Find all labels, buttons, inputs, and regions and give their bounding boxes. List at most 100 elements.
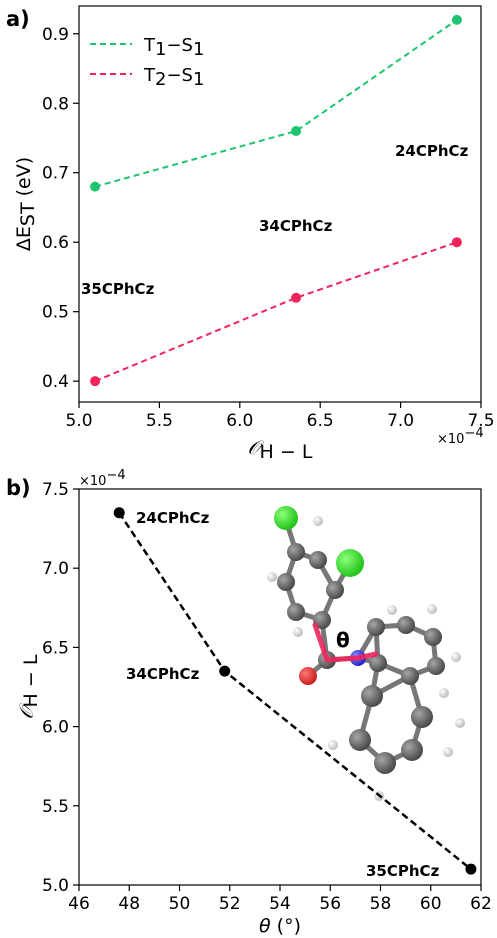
carbon-atom [287, 603, 305, 621]
hydrogen-atom [267, 572, 277, 582]
x-tick-label: 54 [269, 894, 291, 914]
theta-angle-label: θ [336, 628, 350, 652]
hydrogen-atom [427, 604, 437, 614]
x-tick-label: 58 [370, 894, 392, 914]
panel-b-axes-frame [78, 488, 482, 886]
series-line-t2-s1 [94, 241, 458, 383]
x-tick-label: 46 [68, 894, 90, 914]
chlorine-atom [274, 506, 298, 530]
hydrogen-atom [387, 605, 397, 615]
data-point-t1-s1 [291, 126, 302, 137]
carbon-atom [287, 543, 305, 561]
molecule-atoms [267, 506, 465, 801]
y-tick-label: 7.5 [42, 480, 69, 500]
x-tick-label: 6.5 [307, 411, 334, 431]
hydrogen-atom [439, 688, 449, 698]
carbon-atom [374, 752, 396, 774]
hydrogen-atom [455, 718, 465, 728]
legend-label-t2-s1: T2−S1 [143, 65, 204, 90]
annotation-35cphcz: 35CPhCz [366, 862, 440, 880]
carbon-atom [326, 581, 344, 599]
carbon-atom [424, 628, 442, 646]
carbon-atom [361, 685, 383, 707]
data-point-t1-s1 [451, 14, 462, 25]
hydrogen-atom [443, 747, 453, 757]
y-tick-label: 6.0 [42, 718, 69, 738]
carbon-atom [367, 618, 385, 636]
y-tick-label: 0.5 [42, 303, 69, 323]
carbon-atom [401, 739, 423, 761]
y-tick-label: 5.5 [42, 797, 69, 817]
panel-a-y-axis-label: ΔEST (eV) [13, 157, 39, 251]
carbon-atom [349, 729, 371, 751]
carbon-atom [401, 667, 419, 685]
y-tick-label: 5.0 [42, 876, 69, 896]
annotation-24cphcz: 24CPhCz [395, 142, 469, 160]
series-line-theta-vs-overlap [118, 512, 472, 871]
panel-b-y-ticks: 5.0 5.5 6.0 6.5 7.0 7.5 [42, 480, 79, 896]
theta-dihedral-path [312, 622, 379, 663]
x-tick-label: 7.0 [387, 411, 414, 431]
hydrogen-atom [293, 627, 303, 637]
x-tick-label: 62 [470, 894, 492, 914]
carbon-atom [309, 551, 327, 569]
x-tick-label: 48 [118, 894, 140, 914]
panel-a-x-ticks: 5.0 5.5 6.0 6.5 7.0 7.5 [65, 402, 495, 431]
data-point-t2-s1 [451, 237, 462, 248]
panel-b: b) ×10−4 [6, 468, 492, 937]
x-tick-label: 5.0 [65, 411, 92, 431]
hydrogen-atom [451, 652, 461, 662]
x-tick-label: 52 [219, 894, 241, 914]
x-tick-label: 56 [319, 894, 341, 914]
x-tick-label: 60 [420, 894, 442, 914]
panel-a-y-ticks: 0.4 0.5 0.6 0.7 0.8 0.9 [42, 25, 79, 392]
y-tick-label: 7.0 [42, 559, 69, 579]
carbon-atom [397, 616, 415, 634]
panel-b-x-ticks: 46 48 50 52 54 56 58 60 62 [68, 885, 492, 914]
data-point-t1-s1 [90, 181, 101, 192]
panel-b-x-axis-label: θ (°) [259, 915, 301, 937]
y-tick-label: 0.8 [42, 94, 69, 114]
molecule-inset: θ [267, 506, 465, 801]
panel-a-plot-area [90, 14, 462, 387]
oxygen-atom [299, 667, 317, 685]
data-point-34cphcz [219, 665, 231, 677]
y-tick-label: 6.5 [42, 638, 69, 658]
annotation-35cphcz: 35CPhCz [81, 280, 155, 298]
legend-label-t1-s1: T1−S1 [143, 35, 204, 60]
panel-a: a) 5.0 5.5 6.0 6.5 7.0 7.5 0.4 0.5 0.6 0.7 0.8 0.9… [6, 5, 495, 463]
chlorine-atom [336, 549, 364, 577]
data-point-24cphcz [113, 507, 125, 519]
carbon-atom [313, 611, 331, 629]
annotation-34cphcz: 34CPhCz [259, 217, 333, 235]
y-tick-label: 0.9 [42, 25, 69, 45]
y-tick-label: 0.7 [42, 164, 69, 184]
x-tick-label: 5.5 [146, 411, 173, 431]
panel-a-x-exponent: ×10−4 [437, 426, 484, 447]
panel-a-label: a) [6, 7, 30, 31]
x-tick-label: 6.0 [226, 411, 253, 431]
panel-b-label: b) [6, 476, 31, 500]
panel-a-x-axis-label: 𝒪H − L [248, 437, 313, 463]
x-tick-label: 50 [169, 894, 191, 914]
panel-a-legend: T1−S1 T2−S1 [90, 35, 204, 90]
carbon-atom [277, 573, 295, 591]
x-tick-label: 7.5 [467, 411, 494, 431]
y-tick-label: 0.6 [42, 233, 69, 253]
carbon-atom [411, 706, 433, 728]
hydrogen-atom [313, 516, 323, 526]
data-point-t2-s1 [291, 292, 302, 303]
panel-b-y-exponent: ×10−4 [79, 468, 126, 489]
carbon-atom [427, 657, 445, 675]
panel-b-y-axis-label: 𝒪H − L [16, 654, 42, 719]
annotation-24cphcz: 24CPhCz [136, 509, 210, 527]
carbon-atom [369, 654, 387, 672]
hydrogen-atom [328, 740, 338, 750]
data-point-35cphcz [465, 863, 477, 875]
panel-b-plot-area [113, 507, 477, 875]
annotation-34cphcz: 34CPhCz [126, 665, 200, 683]
data-point-t2-s1 [90, 376, 101, 387]
panel-a-axes-frame [78, 5, 482, 403]
y-tick-label: 0.4 [42, 372, 69, 392]
